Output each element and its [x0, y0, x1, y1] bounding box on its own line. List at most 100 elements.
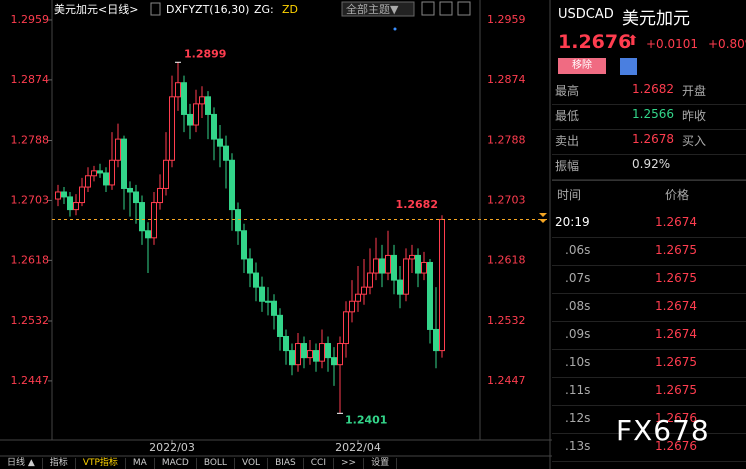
candle-body: [361, 286, 367, 295]
row-line: [552, 433, 746, 434]
candle-body: [409, 254, 415, 260]
tab[interactable]: 指标: [43, 458, 76, 469]
x-tick-label: 2022/03: [149, 441, 195, 454]
tab[interactable]: 日线 ▲: [0, 458, 43, 469]
row-line: [552, 179, 746, 180]
y-tick-label: 1.2788: [487, 134, 526, 147]
tick-price: 1.2675: [655, 243, 697, 257]
candle-body: [367, 272, 373, 288]
tick-time: .07s: [565, 271, 591, 285]
tab[interactable]: MA: [126, 458, 155, 469]
stat-label: 买入: [682, 134, 707, 148]
stat-label: 卖出: [555, 134, 580, 148]
y-tick-label: 1.2703: [11, 193, 50, 206]
candle-body: [439, 218, 445, 352]
last-high-label: 1.2682: [396, 198, 438, 211]
tab[interactable]: >>: [334, 458, 365, 469]
theme-button-label: 全部主题▼: [346, 2, 399, 16]
candle-body: [175, 82, 181, 98]
candle-body: [121, 138, 127, 189]
candle-body: [433, 328, 439, 352]
candle-body: [67, 196, 73, 211]
candle-body: [187, 113, 193, 126]
arrow: ⬆: [627, 33, 639, 49]
stat-label: 昨收: [682, 109, 707, 123]
candle-body: [397, 279, 403, 295]
tick-time: .06s: [565, 243, 591, 257]
candle-body: [373, 258, 379, 274]
tab[interactable]: VOL: [235, 458, 269, 469]
candle-body: [277, 314, 283, 337]
row-line: [552, 129, 746, 130]
row-line: [552, 265, 746, 266]
code: USDCAD: [558, 7, 614, 22]
row-line: [552, 377, 746, 378]
change: +0.0101: [646, 37, 699, 51]
y-tick-label: 1.2959: [487, 13, 526, 26]
tick-price: 1.2675: [655, 383, 697, 397]
candle-body: [211, 113, 217, 140]
candle-body: [157, 187, 163, 204]
alert-button[interactable]: [620, 58, 637, 75]
tab[interactable]: CCI: [304, 458, 334, 469]
stat-label: 最高: [555, 84, 580, 98]
theme-button[interactable]: [341, 1, 415, 17]
candle-body: [403, 258, 409, 295]
candle-body: [415, 254, 421, 274]
candle-body: [91, 170, 97, 177]
x-tick-label: 2022/04: [335, 441, 381, 454]
change-pct: +0.80%: [708, 37, 746, 51]
row-line: [552, 461, 746, 462]
y-tick-label: 1.2959: [11, 13, 50, 26]
candle-body: [241, 230, 247, 260]
candle-body: [343, 311, 349, 345]
tab[interactable]: VTP指标: [76, 458, 126, 469]
candle-body: [385, 254, 391, 274]
tab-bar: 日线 ▲ 指标 VTP指标 MA MACD BOLL VOL BIAS CCI >> 设置: [0, 458, 552, 469]
stat-value: 1.2678: [632, 132, 674, 146]
candle-body: [199, 96, 205, 105]
tool-icon[interactable]: [421, 1, 435, 16]
candle-body: [289, 350, 295, 366]
tab[interactable]: BOLL: [197, 458, 235, 469]
candle-body: [97, 170, 103, 174]
remove-label: 移除: [572, 60, 592, 71]
tool-icon[interactable]: [457, 1, 471, 16]
price-marker: [539, 213, 547, 223]
stat-label: 最低: [555, 109, 580, 123]
stat-value: 1.2566: [632, 107, 674, 121]
price: 1.2676: [558, 31, 632, 53]
tab[interactable]: MACD: [155, 458, 197, 469]
candle-body: [307, 350, 313, 359]
tick-price: 1.2676: [655, 411, 697, 425]
candle-body: [217, 138, 223, 147]
stat-label: 开盘: [682, 84, 707, 98]
tab[interactable]: BIAS: [268, 458, 304, 469]
candle-body: [247, 258, 253, 274]
candle-body: [301, 343, 307, 359]
tick-price: 1.2676: [655, 439, 697, 453]
candle-body: [133, 191, 139, 204]
low-label: 1.2401: [345, 413, 387, 426]
row-line: [552, 237, 746, 238]
watermark: FX678: [616, 414, 710, 447]
tick-price: 1.2675: [655, 271, 697, 285]
col-header: 时间: [557, 188, 582, 202]
candle-body: [181, 82, 187, 115]
indicator-field: ZG:: [254, 3, 274, 16]
candle-body: [145, 230, 151, 239]
col-header: 价格: [665, 188, 690, 202]
stat-label: 振幅: [555, 159, 580, 173]
candle-body: [319, 343, 325, 362]
tool-icon[interactable]: [439, 1, 453, 16]
candle-body: [313, 350, 319, 362]
remove-button[interactable]: 移除: [558, 58, 606, 74]
candle-body: [391, 254, 397, 281]
row-line: [552, 104, 746, 105]
tick-price: 1.2674: [655, 299, 697, 313]
symbol-period: 美元加元<日线>: [54, 2, 138, 16]
tab[interactable]: 设置: [364, 458, 398, 469]
candle-body: [229, 159, 235, 211]
toggle[interactable]: [150, 2, 161, 16]
candle-body: [331, 357, 337, 366]
